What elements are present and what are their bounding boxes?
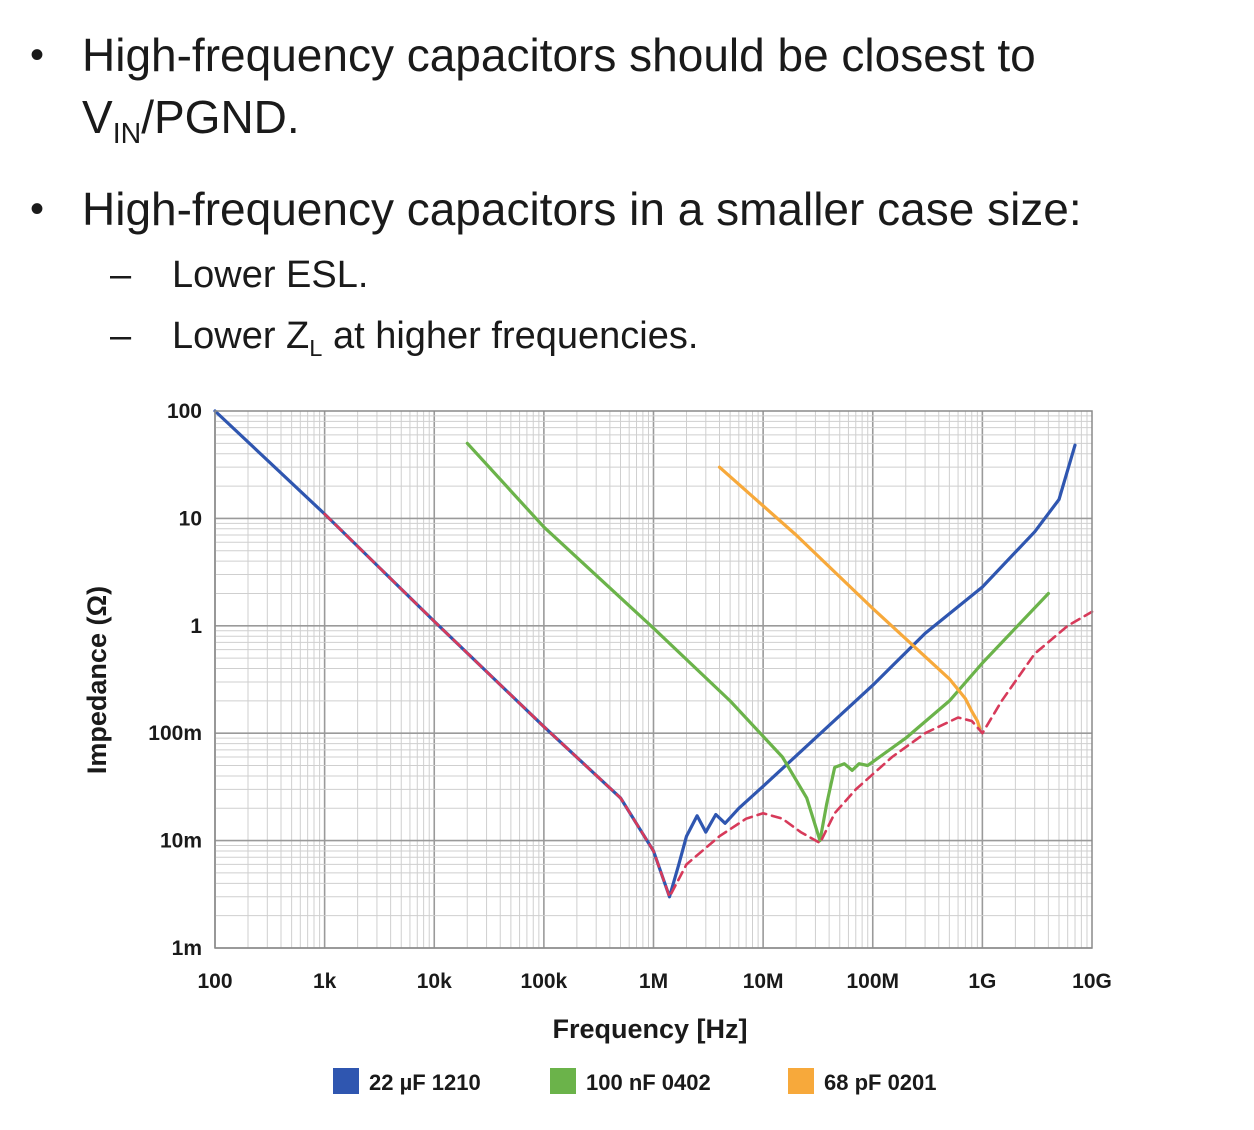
y-axis-title: Impedance (Ω) bbox=[82, 586, 112, 774]
x-tick-labels: 100 1k 10k 100k 1M 10M 100M 1G 10G bbox=[197, 970, 1111, 993]
x-tick-label: 10k bbox=[417, 970, 452, 993]
plot-frame bbox=[214, 410, 1093, 949]
x-tick-label: 100k bbox=[521, 970, 568, 993]
x-tick-label: 1G bbox=[968, 970, 996, 993]
y-tick-label: 10m bbox=[160, 830, 202, 853]
legend-swatch bbox=[550, 1068, 576, 1094]
x-tick-label: 100 bbox=[197, 970, 232, 993]
bullet-marker: • bbox=[30, 187, 45, 231]
y-tick-label: 10 bbox=[179, 507, 202, 530]
y-tick-label: 100m bbox=[148, 722, 202, 745]
bullet-closest-placement: • High-frequency capacitors should be cl… bbox=[30, 24, 1232, 165]
x-tick-label: 10M bbox=[743, 970, 784, 993]
sub-bullet-text-post: at higher frequencies. bbox=[322, 315, 699, 357]
legend-label: 22 µF 1210 bbox=[369, 1070, 481, 1095]
zl-subscript: L bbox=[309, 335, 323, 362]
series-layer bbox=[213, 409, 1094, 899]
x-tick-label: 1k bbox=[313, 970, 337, 993]
grid-lines bbox=[214, 411, 1092, 949]
series-line-combined bbox=[323, 512, 1094, 899]
dash-marker: – bbox=[110, 315, 132, 357]
y-tick-label: 100 bbox=[167, 400, 202, 423]
sub-bullet-text-pre: Lower Z bbox=[172, 315, 310, 357]
pgnd-text: /PGND. bbox=[141, 91, 300, 143]
series-line-22-f-1210 bbox=[213, 409, 1077, 899]
bullet-text: High-frequency capacitors in a smaller c… bbox=[82, 183, 1082, 235]
sub-bullet-esl: – Lower ESL. bbox=[110, 250, 369, 300]
legend-label: 100 nF 0402 bbox=[586, 1070, 711, 1095]
series-line-68-pf-0201 bbox=[717, 465, 982, 731]
y-tick-label: 1m bbox=[172, 937, 202, 960]
bullet-marker: • bbox=[30, 33, 45, 77]
bullet-text: High-frequency capacitors should be clos… bbox=[82, 29, 1036, 81]
legend-swatch bbox=[333, 1068, 359, 1094]
series-line-100-nf-0402 bbox=[465, 441, 1051, 843]
impedance-chart: 100 1k 10k 100k 1M 10M 100M 1G 10G 1m10m100m1101… bbox=[82, 400, 1112, 1095]
vin-subscript: IN bbox=[112, 117, 142, 150]
sub-bullet-text: Lower ESL. bbox=[172, 254, 369, 296]
legend: 22 µF 1210 100 nF 0402 68 pF 0201 bbox=[333, 1068, 937, 1095]
vin-symbol: V bbox=[82, 91, 113, 143]
legend-swatch bbox=[788, 1068, 814, 1094]
legend-label: 68 pF 0201 bbox=[824, 1070, 937, 1095]
x-tick-label: 1M bbox=[639, 970, 668, 993]
sub-bullet-zl: – Lower ZL at higher frequencies. bbox=[110, 311, 699, 373]
bullet-smaller-case: • High-frequency capacitors in a smaller… bbox=[30, 178, 1242, 240]
x-tick-label: 100M bbox=[846, 970, 899, 993]
x-axis-title: Frequency [Hz] bbox=[552, 1014, 747, 1044]
y-tick-label: 1 bbox=[190, 615, 202, 638]
y-tick-labels: 1m 10m 100m 1 10 100 bbox=[148, 400, 202, 960]
dash-marker: – bbox=[110, 254, 132, 296]
x-tick-label: 10G bbox=[1072, 970, 1112, 993]
